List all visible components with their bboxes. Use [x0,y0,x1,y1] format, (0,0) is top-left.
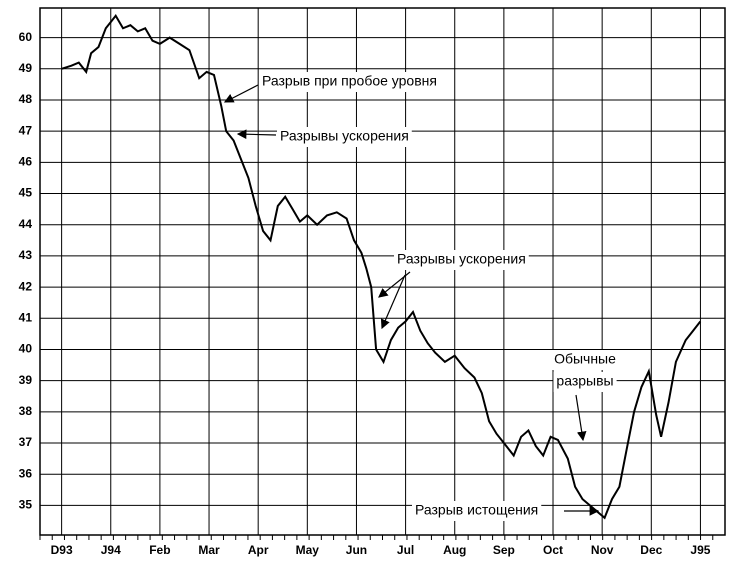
x-tick-label: Aug [443,543,466,557]
x-tick-label: Feb [149,543,170,557]
y-tick-label: 45 [19,186,33,200]
arrows [223,84,600,516]
annotation-bg [277,127,412,147]
annotation: Разрыв при пробое уровня [262,73,437,89]
x-tick-label: Sep [493,543,515,557]
x-tick-label: Apr [248,543,269,557]
annotation-bg [551,350,619,370]
x-tick-label: Oct [543,543,563,557]
annotation: Разрыв истощения [415,502,538,518]
y-tick-label: 40 [19,342,33,356]
x-tick-label: Mar [198,543,220,557]
y-tick-label: 60 [19,30,33,44]
x-tick-label: Dec [640,543,662,557]
y-tick-label: 44 [19,217,33,231]
y-tick-label: 43 [19,248,33,262]
annotation: Обычные [554,351,616,367]
annotation-bg [412,501,542,521]
annotation: Разрывы ускорения [280,128,409,144]
annotation: разрывы [556,373,613,389]
annotation-bg [553,372,617,392]
y-tick-label: 48 [19,92,33,106]
y-tick-label: 36 [19,466,33,480]
y-tick-label: 37 [19,435,33,449]
x-tick-label: May [296,543,320,557]
x-tick-label: D93 [51,543,73,557]
annotation-bg [394,250,529,270]
x-tick-label: J94 [101,543,121,557]
price-line [61,14,702,520]
x-tick-label: Nov [591,543,614,557]
y-tick-label: 42 [19,279,33,293]
y-tick-label: 38 [19,404,33,418]
x-tick-label: Jun [346,543,367,557]
y-tick-label: 47 [19,123,33,137]
y-tick-label: 49 [19,61,33,75]
annotation: Разрывы ускорения [397,251,526,267]
annotation-bg [259,72,440,92]
y-tick-label: 35 [19,498,33,512]
x-tick-label: J95 [690,543,710,557]
y-tick-label: 41 [19,310,33,324]
y-tick-label: 39 [19,373,33,387]
y-tick-label: 46 [19,155,33,169]
x-tick-label: Jul [397,543,414,557]
